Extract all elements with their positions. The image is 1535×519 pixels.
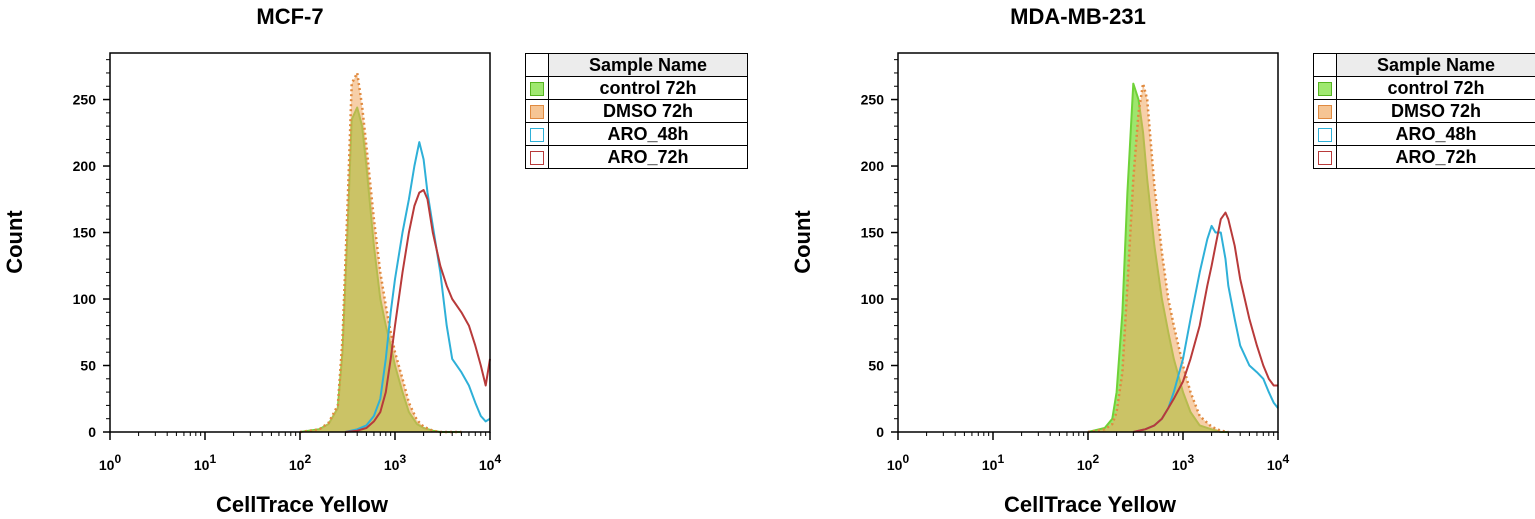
legend-row-aro72: ARO_72h [1313, 145, 1535, 169]
plot-frame [897, 52, 1279, 433]
legend-row-aro48: ARO_48h [1313, 122, 1535, 146]
series-area-2 [300, 72, 462, 433]
y-tick-label: 100 [73, 291, 97, 307]
y-tick-label: 50 [868, 358, 884, 374]
x-tick-label: 100 [887, 452, 910, 473]
y-tick-label: 250 [861, 92, 885, 108]
legend-header-row: Sample Name [1313, 53, 1535, 77]
chart-panel-mcf7: MCF-7 0 50 100 150 200 250 100 101 102 103 104 CellT… [0, 0, 760, 519]
plot-frame [109, 52, 491, 433]
series-line-4 [1133, 211, 1278, 433]
x-tick-label: 104 [479, 452, 502, 473]
series-line-4 [345, 189, 491, 433]
legend-label: DMSO 72h [548, 99, 748, 123]
legend-row-dmso: DMSO 72h [525, 99, 748, 123]
legend-row-control: control 72h [1313, 76, 1535, 100]
legend-swatch-control [1318, 81, 1332, 96]
legend-label: ARO_48h [548, 122, 748, 146]
chart-svg: MDA-MB-231 0 50 100 150 200 250 100 101 102 103 104… [790, 4, 1290, 517]
legend-label: control 72h [1336, 76, 1535, 100]
legend-header-blank [525, 53, 549, 77]
chart-title: MCF-7 [256, 4, 323, 29]
x-tick-label: 104 [1267, 452, 1290, 473]
series-line-2 [299, 71, 462, 434]
x-axis-label: CellTrace Yellow [1004, 492, 1177, 517]
legend-header-row: Sample Name [525, 53, 748, 77]
legend-swatch-aro72 [530, 150, 544, 165]
legend-swatch-aro48 [530, 127, 544, 142]
legend-label: control 72h [548, 76, 748, 100]
legend-row-control: control 72h [525, 76, 748, 100]
legend-row-aro48: ARO_48h [525, 122, 748, 146]
x-tick-label: 101 [982, 452, 1005, 473]
y-tick-label: 200 [73, 158, 97, 174]
legend-label: ARO_72h [1336, 145, 1535, 169]
legend-header: Sample Name [548, 53, 748, 77]
series-line-2 [1087, 82, 1229, 434]
y-tick-label: 200 [861, 158, 885, 174]
y-tick-label: 100 [861, 291, 885, 307]
series-area-2 [1088, 83, 1229, 432]
y-tick-label: 150 [73, 225, 97, 241]
y-tick-label: 50 [80, 358, 96, 374]
x-tick-label: 103 [1172, 452, 1195, 473]
legend: Sample Name control 72h DMSO 72h ARO_48h… [1313, 53, 1535, 169]
x-tick-label: 100 [99, 452, 122, 473]
y-axis-label: Count [790, 210, 815, 274]
legend-swatch-dmso [530, 104, 544, 119]
legend-label: ARO_48h [1336, 122, 1535, 146]
chart-panel-mdamb231: MDA-MB-231 0 50 100 150 200 250 100 101 102 103 104… [788, 0, 1535, 519]
x-tick-label: 102 [289, 452, 312, 473]
chart-svg: MCF-7 0 50 100 150 200 250 100 101 102 103 104 CellT… [2, 4, 502, 517]
legend-swatch-aro48 [1318, 127, 1332, 142]
series-line-3 [345, 141, 491, 433]
legend-header-blank [1313, 53, 1337, 77]
y-axis-label: Count [2, 210, 27, 274]
y-tick-label: 150 [861, 225, 885, 241]
legend: Sample Name control 72h DMSO 72h ARO_48h… [525, 53, 748, 169]
y-tick-label: 0 [88, 424, 96, 440]
x-axis-label: CellTrace Yellow [216, 492, 389, 517]
x-tick-label: 103 [384, 452, 407, 473]
y-tick-label: 0 [876, 424, 884, 440]
legend-swatch-control [530, 81, 544, 96]
x-tick-label: 102 [1077, 452, 1100, 473]
legend-swatch-aro72 [1318, 150, 1332, 165]
legend-label: ARO_72h [548, 145, 748, 169]
chart-title: MDA-MB-231 [1010, 4, 1146, 29]
legend-label: DMSO 72h [1336, 99, 1535, 123]
legend-row-aro72: ARO_72h [525, 145, 748, 169]
legend-swatch-dmso [1318, 104, 1332, 119]
legend-header: Sample Name [1336, 53, 1535, 77]
y-tick-label: 250 [73, 92, 97, 108]
legend-row-dmso: DMSO 72h [1313, 99, 1535, 123]
x-tick-label: 101 [194, 452, 217, 473]
